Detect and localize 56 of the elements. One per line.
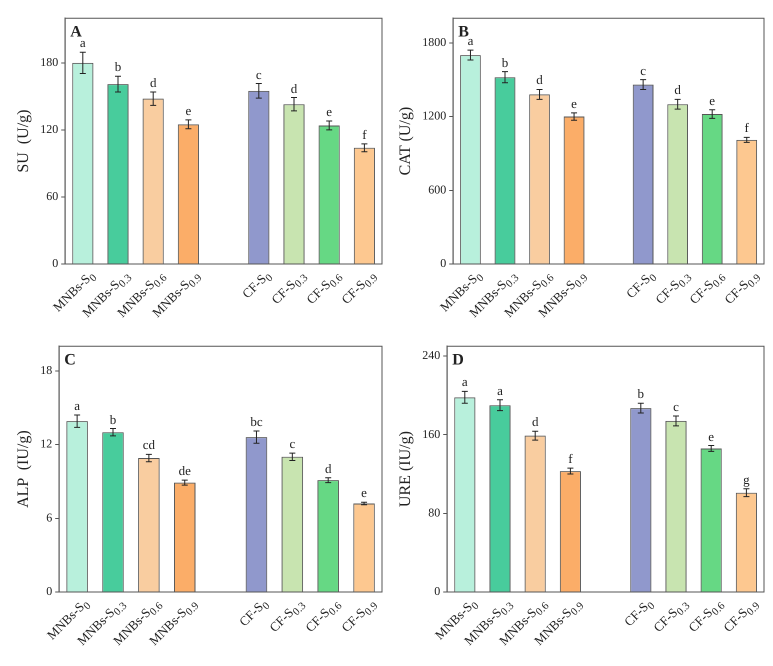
y-tick-label: 0 [46, 584, 52, 598]
y-tick-label: 1800 [422, 34, 446, 49]
y-tick-label: 6 [46, 510, 52, 524]
annotation: e [571, 96, 577, 111]
y-tick-label: 60 [46, 189, 58, 204]
annotation: a [497, 382, 503, 398]
chart-title: A [70, 23, 82, 40]
chart-title: C [64, 351, 76, 368]
annotation: b [502, 54, 508, 70]
annotation: e [361, 485, 367, 500]
y-tick-label: 160 [422, 426, 440, 441]
annotation: d [150, 74, 156, 90]
chart-title: D [452, 351, 464, 368]
y-axis-title: CAT (U/g) [396, 106, 414, 176]
y-tick-label: 600 [428, 182, 446, 196]
annotation: d [324, 460, 332, 476]
y-tick-label: 12 [40, 436, 52, 451]
annotation: d [290, 80, 298, 96]
annotation: d [536, 72, 543, 88]
annotation: e [326, 104, 332, 119]
y-tick-label: 240 [422, 348, 440, 362]
annotation: cd [142, 437, 155, 452]
annotation: d [674, 82, 681, 98]
annotation: a [74, 398, 80, 414]
annotation: e [708, 428, 714, 444]
y-axis-title: URE (IU/g) [396, 431, 414, 508]
annotation: e [186, 102, 192, 118]
y-tick-label: 0 [52, 256, 58, 270]
y-tick-label: 0 [434, 584, 440, 598]
y-axis-title: SU (U/g) [14, 110, 32, 173]
y-tick-label: 180 [40, 55, 58, 70]
annotation: f [568, 451, 573, 466]
annotation: a [462, 374, 468, 390]
y-tick-label: 18 [40, 362, 52, 377]
y-axis-title: ALP (IU/g) [14, 430, 32, 508]
annotation: bc [250, 414, 263, 429]
annotation: d [532, 414, 538, 430]
annotation: f [744, 120, 749, 136]
annotation: f [362, 126, 367, 142]
annotation: b [638, 386, 644, 402]
annotation: e [709, 92, 716, 108]
annotation: a [468, 33, 474, 48]
annotation: c [640, 62, 646, 78]
annotation: c [673, 399, 679, 414]
annotation: g [743, 472, 750, 487]
y-tick-label: 0 [440, 256, 446, 270]
annotation: b [110, 412, 116, 427]
y-tick-label: 1200 [422, 108, 446, 123]
y-tick-label: 120 [40, 122, 58, 136]
annotation: c [289, 436, 296, 452]
annotation: c [256, 66, 262, 82]
annotation: b [114, 59, 122, 74]
y-tick-label: 80 [428, 506, 440, 520]
chart-title: B [458, 23, 470, 40]
annotation: de [178, 463, 191, 478]
annotation: a [80, 35, 86, 50]
